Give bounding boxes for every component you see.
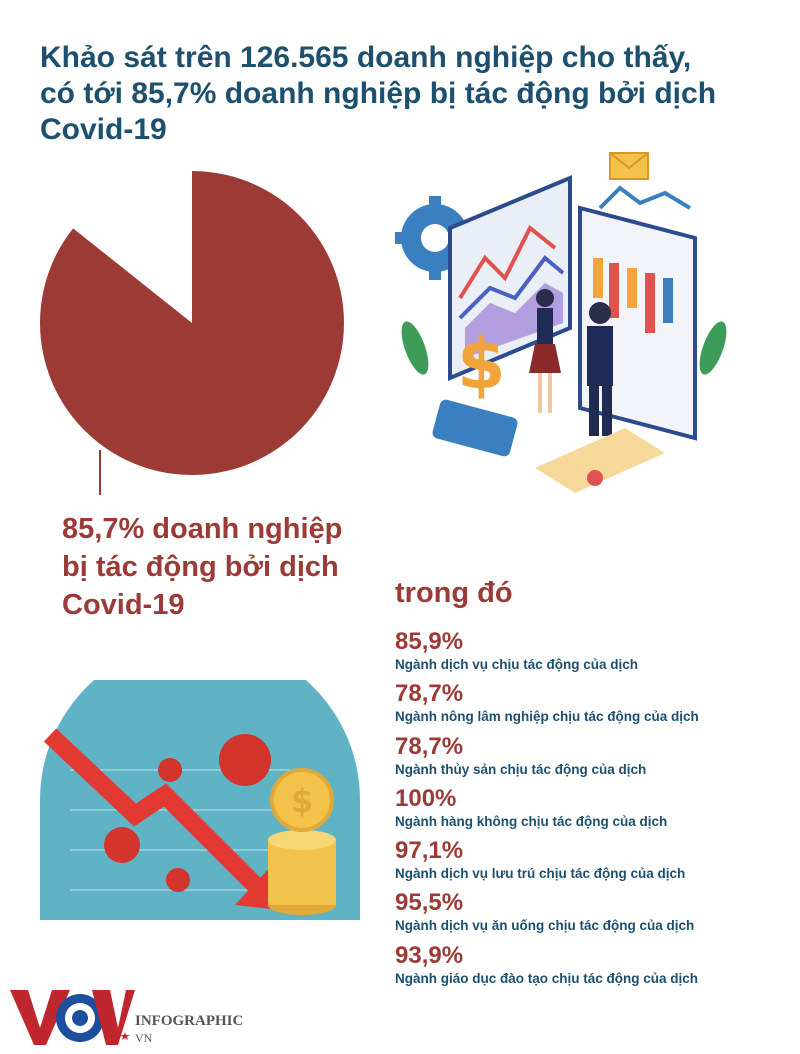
stat-item-fisheries: 78,7% Ngành thủy sản chịu tác động của d… — [395, 733, 795, 785]
stat-label: Ngành hàng không chịu tác động của dịch — [395, 813, 668, 829]
woman-figure — [529, 289, 561, 413]
svg-text:$: $ — [457, 323, 506, 405]
stat-value: 78,7% — [395, 732, 464, 760]
logo-vn-label: VN — [135, 1031, 153, 1045]
business-analytics-illustration: $ — [395, 152, 727, 493]
stat-value: 95,5% — [395, 889, 464, 917]
stat-label: Ngành dịch vụ ăn uống chịu tác động của … — [395, 918, 695, 934]
stat-label: Ngành nông lâm nghiệp chịu tác động của … — [395, 709, 699, 725]
stat-label: Ngành giáo dục đào tạo chịu tác động của… — [395, 970, 699, 986]
man-figure — [587, 302, 613, 436]
economic-decline-illustration: $ — [40, 680, 360, 920]
stat-item-services: 85,9% Ngành dịch vụ chịu tác động của dị… — [395, 628, 795, 680]
certificate-icon — [535, 428, 665, 493]
sector-stats-list: 85,9% Ngành dịch vụ chịu tác động của dị… — [395, 628, 795, 994]
stat-label: Ngành thủy sản chịu tác động của dịch — [395, 761, 647, 777]
pie-caption: 85,7% doanh nghiệp bị tác động bởi dịch … — [62, 513, 343, 621]
stat-value: 100% — [395, 784, 457, 812]
pie-slice-affected — [40, 171, 344, 475]
stat-item-agriculture: 78,7% Ngành nông lâm nghiệp chịu tác độn… — [395, 680, 795, 732]
stat-label: Ngành dịch vụ chịu tác động của dịch — [395, 657, 639, 672]
virus-icon — [104, 734, 271, 892]
breakdown-heading: trong đó — [395, 577, 513, 609]
stat-label: Ngành dịch vụ lưu trú chịu tác động của … — [395, 866, 686, 882]
stat-item-education: 93,9% Ngành giáo dục đào tạo chịu tác độ… — [395, 942, 795, 994]
stat-value: 97,1% — [395, 837, 464, 865]
impact-pie-chart — [40, 171, 344, 495]
stat-item-accommodation: 97,1% Ngành dịch vụ lưu trú chịu tác độn… — [395, 837, 795, 889]
phone-icon — [432, 399, 518, 457]
stat-value: 78,7% — [395, 680, 464, 708]
stat-item-aviation: 100% Ngành hàng không chịu tác động của … — [395, 785, 795, 837]
vov-logo — [10, 990, 135, 1045]
svg-text:$: $ — [291, 782, 313, 820]
infographic-title: Khảo sát trên 126.565 doanh nghiệp cho t… — [40, 41, 717, 146]
logo-infographic-label: INFOGRAPHIC — [135, 1013, 244, 1029]
dollar-icon: $ — [457, 323, 506, 405]
stat-value: 85,9% — [395, 628, 464, 655]
falling-arrow-icon — [43, 728, 262, 892]
stat-value: 93,9% — [395, 941, 464, 969]
stat-item-food-service: 95,5% Ngành dịch vụ ăn uống chịu tác độn… — [395, 889, 795, 941]
coin-stack-icon: $ — [268, 768, 336, 915]
email-icon — [609, 152, 649, 180]
plant-icon — [401, 321, 727, 375]
trend-arrow-icon — [598, 185, 692, 210]
